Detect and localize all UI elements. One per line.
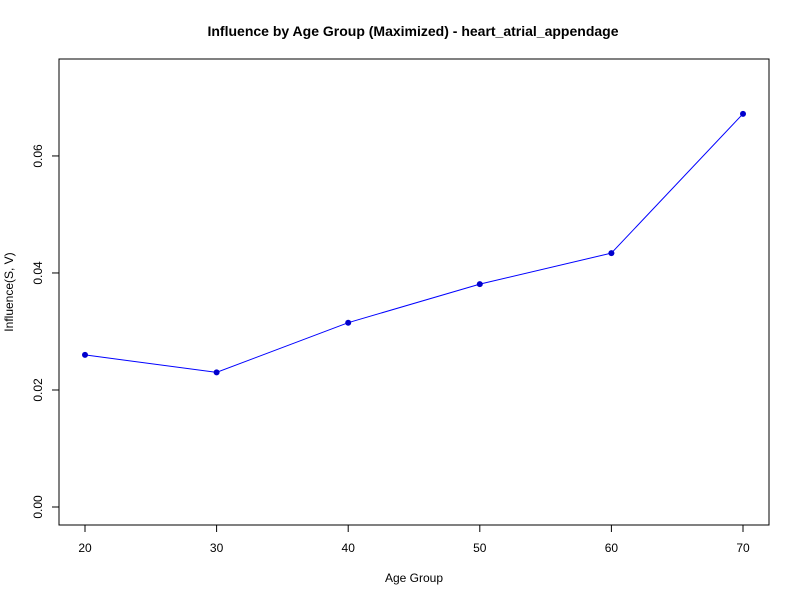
y-tick-label: 0.06 [31, 144, 45, 168]
x-tick-label: 30 [210, 541, 224, 555]
x-tick-label: 40 [342, 541, 356, 555]
x-tick-label: 50 [473, 541, 487, 555]
plot-frame [58, 58, 770, 526]
x-tick-label: 60 [605, 541, 619, 555]
series-points [82, 110, 746, 376]
y-axis-label: Influence(S, V) [2, 252, 16, 331]
data-point [213, 369, 220, 376]
series-line [84, 113, 744, 373]
data-point [608, 250, 615, 257]
data-point [345, 319, 352, 326]
data-point [82, 351, 88, 358]
y-tick-label: 0.00 [31, 495, 45, 519]
y-axis: 0.00 0.02 0.04 0.06 [31, 144, 59, 519]
chart-title: Influence by Age Group (Maximized) - hea… [207, 23, 618, 39]
x-axis-label: Age Group [385, 571, 443, 585]
y-tick-label: 0.02 [31, 378, 45, 402]
data-point [740, 110, 746, 117]
x-axis: 20 30 40 50 60 70 [78, 525, 750, 555]
x-tick-label: 70 [736, 541, 750, 555]
data-point [476, 281, 483, 288]
y-tick-label: 0.04 [31, 261, 45, 285]
x-tick-label: 20 [78, 541, 92, 555]
